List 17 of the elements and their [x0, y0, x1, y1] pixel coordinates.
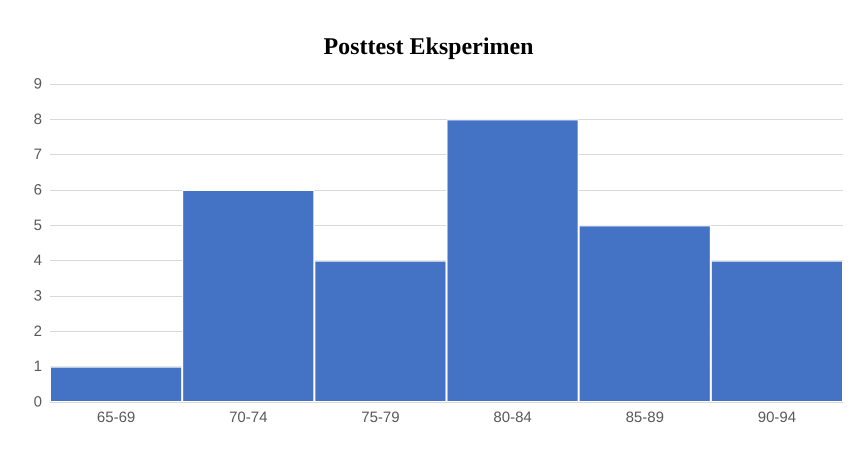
- x-tick-label: 85-89: [626, 409, 664, 426]
- y-tick-label: 0: [34, 394, 42, 410]
- y-tick-label: 2: [34, 322, 42, 340]
- y-tick-label: 9: [34, 76, 42, 92]
- x-tick-label: 75-79: [361, 409, 400, 426]
- x-tick-label: 80-84: [493, 409, 532, 426]
- y-tick-label: 6: [34, 182, 42, 198]
- y-tick-label: 7: [34, 146, 42, 164]
- y-tick-label: 5: [34, 216, 42, 234]
- y-tick-label: 8: [34, 110, 42, 128]
- y-tick-label: 3: [34, 288, 42, 304]
- x-tick-label: 65-69: [96, 409, 136, 426]
- chart-title: Posttest Eksperimen: [324, 34, 534, 60]
- y-tick-label: 1: [34, 358, 42, 376]
- x-tick-label: 70-74: [229, 409, 268, 426]
- y-tick-label: 4: [34, 252, 42, 270]
- x-tick-label: 90-94: [758, 409, 796, 426]
